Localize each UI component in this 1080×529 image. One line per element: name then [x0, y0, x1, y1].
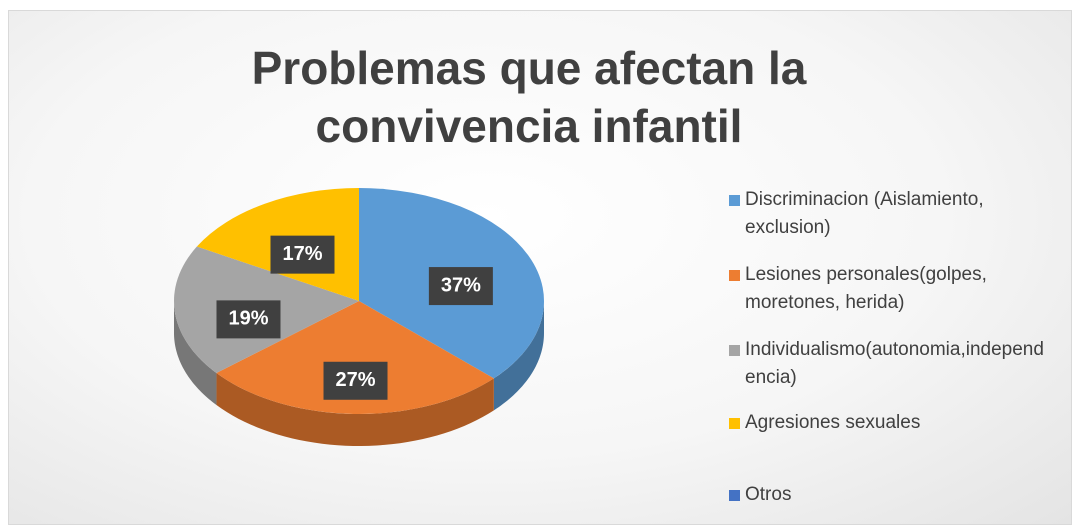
legend-label: Otros [745, 484, 792, 505]
chart-title: Problemas que afectan la convivencia inf… [251, 42, 807, 152]
legend-label: Agresiones sexuales [745, 412, 921, 433]
legend-swatch [729, 195, 740, 206]
slice-side [493, 301, 544, 411]
slice-side [174, 301, 217, 406]
legend-item: Agresiones sexuales [729, 409, 1045, 437]
data-label: 37% [441, 274, 481, 296]
pie: 37% 27% 19% 17% [174, 188, 544, 446]
legend-label: Lesiones personales(golpes, moretones, h… [745, 264, 987, 313]
data-label: 17% [282, 243, 322, 265]
data-label-box [216, 300, 281, 339]
legend-item: Individualismo(autonomia,independencia) [729, 336, 1045, 392]
slice-side [216, 373, 494, 446]
legend-item: Otros [729, 481, 1045, 509]
legend-swatch [729, 270, 740, 281]
legend-label: Individualismo(autonomia,independencia) [745, 339, 1044, 388]
legend-swatch [729, 418, 740, 429]
legend-item: Lesiones personales(golpes, moretones, h… [729, 261, 1045, 317]
data-label: 19% [228, 308, 268, 330]
legend-swatch [729, 345, 740, 356]
data-label: 27% [335, 369, 375, 391]
chart: Problemas que afectan la convivencia inf… [8, 10, 1072, 525]
legend-label: Discriminacion (Aislamiento, exclusion) [745, 189, 984, 238]
data-label-box [323, 361, 388, 400]
data-label-box [270, 235, 335, 274]
data-label-box [428, 267, 493, 306]
legend-item: Discriminacion (Aislamiento, exclusion) [729, 186, 1045, 242]
slice [216, 301, 494, 414]
legend-swatch [729, 490, 740, 501]
